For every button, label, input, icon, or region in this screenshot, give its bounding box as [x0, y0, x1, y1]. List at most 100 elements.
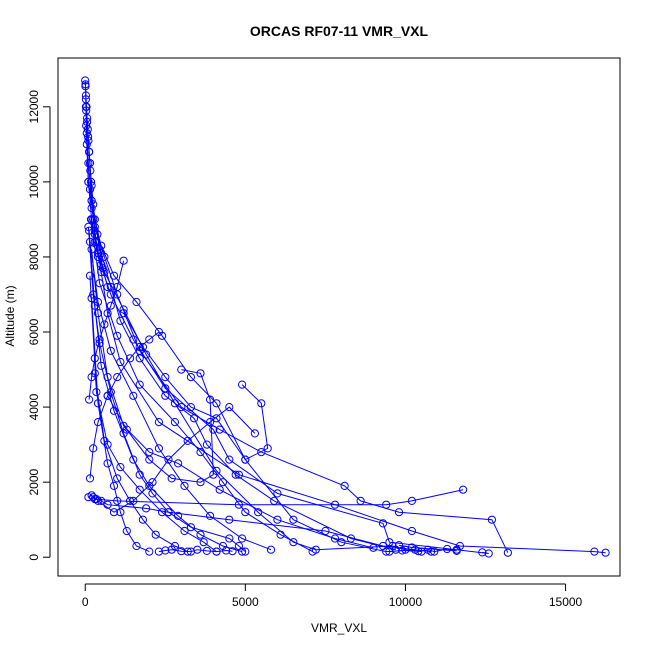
data-point: [138, 515, 147, 524]
data-point: [126, 354, 135, 363]
y-tick-label: 0: [27, 554, 41, 561]
data-point: [132, 541, 141, 551]
data-point: [119, 305, 128, 314]
data-point: [177, 547, 186, 556]
chart-title: ORCAS RF07-11 VMR_VXL: [250, 23, 429, 39]
data-point: [212, 414, 221, 423]
data-point: [212, 547, 221, 556]
data-point: [186, 403, 195, 412]
data-point: [85, 147, 94, 156]
series-line: [91, 298, 150, 553]
data-point: [407, 526, 416, 536]
data-point: [385, 547, 394, 556]
x-tick-label: 10000: [389, 595, 423, 609]
data-point: [222, 546, 231, 555]
data-point: [122, 425, 131, 434]
data-point: [193, 545, 202, 554]
data-point: [145, 547, 154, 556]
y-tick-label: 8000: [27, 243, 41, 270]
data-point: [180, 526, 189, 536]
data-point: [129, 391, 138, 400]
data-point: [87, 373, 96, 382]
data-point: [154, 444, 163, 453]
data-point: [378, 519, 388, 528]
data-point: [98, 264, 107, 273]
data-point: [97, 496, 106, 505]
data-point: [238, 547, 247, 556]
series-line: [89, 189, 396, 551]
series-line: [85, 99, 489, 554]
data-point: [238, 380, 247, 389]
data-point: [186, 373, 195, 382]
data-point: [257, 399, 266, 408]
data-point: [87, 196, 96, 205]
data-point: [84, 493, 93, 502]
profile-series: [87, 294, 154, 556]
data-point: [83, 117, 92, 126]
data-point: [109, 481, 119, 490]
data-point: [93, 297, 103, 307]
data-point: [266, 545, 276, 554]
data-point: [174, 511, 183, 521]
data-point: [346, 534, 356, 543]
data-point: [241, 508, 250, 517]
data-point: [135, 485, 144, 494]
data-point: [129, 496, 138, 505]
data-point: [196, 530, 205, 539]
data-point: [90, 354, 99, 363]
data-point: [161, 391, 170, 400]
data-point: [225, 403, 234, 412]
data-point: [167, 474, 176, 483]
data-point: [601, 548, 610, 557]
data-point: [225, 534, 234, 543]
data-point: [199, 538, 208, 547]
series-layer: [81, 76, 610, 558]
data-point: [215, 485, 224, 494]
series-line: [389, 544, 457, 553]
data-point: [190, 414, 199, 423]
profile-series: [85, 185, 400, 554]
data-point: [225, 455, 234, 464]
data-point: [87, 181, 96, 190]
data-point: [330, 534, 340, 543]
data-point: [215, 425, 224, 434]
data-point: [241, 455, 250, 464]
data-point: [103, 309, 112, 318]
data-point: [407, 543, 416, 552]
data-point: [106, 301, 115, 310]
data-point: [119, 309, 128, 318]
y-axis-label: Altitude (m): [3, 285, 17, 346]
data-point: [113, 474, 122, 483]
x-tick-label: 0: [82, 595, 89, 609]
data-point: [218, 478, 227, 487]
data-point: [145, 335, 154, 344]
series-line: [85, 125, 509, 553]
data-point: [86, 166, 95, 175]
profile-series: [82, 106, 112, 292]
data-point: [478, 548, 487, 557]
y-tick-label: 12000: [27, 90, 41, 124]
series-line: [107, 369, 214, 483]
data-point: [273, 489, 282, 498]
data-point: [89, 200, 98, 209]
data-point: [231, 470, 240, 479]
data-point: [95, 279, 104, 288]
data-point: [161, 546, 170, 555]
data-point: [85, 474, 95, 483]
data-point: [382, 500, 391, 509]
data-point: [484, 549, 493, 558]
profile-series: [154, 545, 237, 556]
profile-series: [85, 327, 163, 483]
data-point: [142, 504, 151, 513]
data-point: [113, 282, 122, 292]
data-point: [135, 354, 144, 363]
data-point: [119, 256, 128, 265]
data-point: [103, 459, 112, 468]
data-point: [254, 508, 263, 517]
data-point: [174, 459, 183, 468]
data-point: [228, 547, 237, 556]
profile-series: [85, 256, 128, 404]
data-point: [270, 496, 279, 505]
data-point: [85, 271, 95, 280]
